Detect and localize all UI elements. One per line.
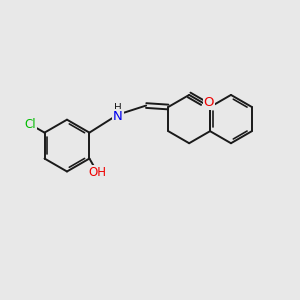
- Text: H: H: [114, 105, 122, 115]
- Text: OH: OH: [88, 166, 106, 179]
- Text: Cl: Cl: [25, 118, 36, 131]
- Text: N: N: [113, 110, 123, 123]
- Text: O: O: [204, 96, 214, 109]
- Text: H: H: [114, 103, 122, 113]
- Text: N: N: [113, 110, 123, 124]
